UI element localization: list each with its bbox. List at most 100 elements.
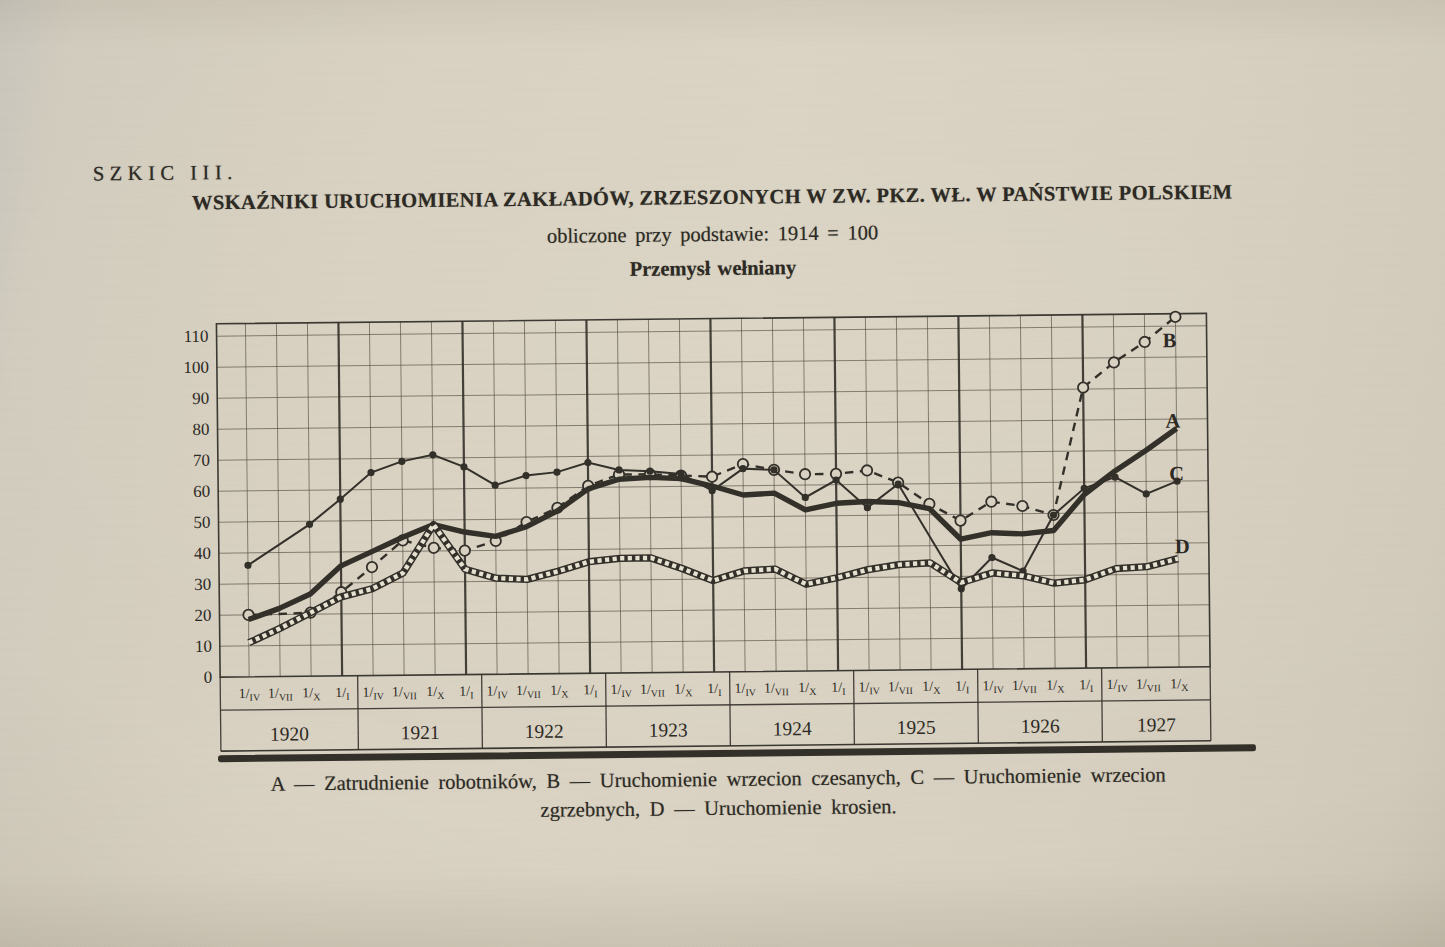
series-B-marker <box>1170 312 1181 323</box>
x-tick-label: 1/I <box>459 684 473 701</box>
series-B-marker <box>862 465 873 476</box>
year-label: 1924 <box>773 718 812 739</box>
series-C-marker <box>553 468 560 475</box>
x-tick-label: 1/VII <box>1136 676 1161 693</box>
v-gridline <box>1051 315 1055 668</box>
v-gridline <box>617 320 621 673</box>
x-tick-label: 1/IV <box>610 682 632 699</box>
series-B-marker <box>1109 357 1120 368</box>
v-gridline <box>307 323 311 676</box>
x-tick-label: 1/I <box>335 685 349 702</box>
year-gridline <box>462 321 466 674</box>
year-gridline <box>586 320 590 673</box>
y-tick-label: 90 <box>192 389 209 408</box>
strip-right-border <box>1210 667 1211 741</box>
x-tick-label: 1/IV <box>363 684 385 701</box>
grid <box>216 313 1210 677</box>
x-tick-label: 1/I <box>1079 677 1093 694</box>
x-tick-label: 1/IV <box>734 681 756 698</box>
v-gridline <box>493 321 497 674</box>
x-tick-labels: 1/IV 1/VII 1/X 1/I 1/IV 1/VII 1/X 1/I 1/IV 1/VII 1… <box>239 676 1190 703</box>
v-gridline <box>927 316 931 669</box>
series-B-marker <box>1139 337 1150 348</box>
page-content: SZKIC III. WSKAŹNIKI URUCHOMIENIA ZAKŁAD… <box>0 0 1445 947</box>
year-label: 1922 <box>525 721 564 742</box>
x-tick-label: 1/X <box>302 685 321 702</box>
year-divider <box>606 673 607 747</box>
year-label: 1927 <box>1137 714 1176 735</box>
year-divider <box>1102 668 1103 742</box>
year-label: 1926 <box>1021 715 1060 736</box>
x-tick-label: 1/X <box>1046 677 1065 694</box>
y-tick-label: 110 <box>184 327 209 346</box>
x-tick-label: 1/VII <box>764 680 789 697</box>
v-gridline <box>648 319 652 672</box>
series-B-marker <box>955 515 966 526</box>
x-tick-label: 1/I <box>707 681 721 698</box>
y-tick-label: 40 <box>194 544 211 563</box>
x-tick-label: 1/I <box>831 680 845 697</box>
y-tick-labels: 0102030405060708090100110 <box>183 327 212 687</box>
v-gridline <box>896 317 900 670</box>
year-labels: 19201921192219231924192519261927 <box>270 714 1176 744</box>
year-divider <box>358 676 359 750</box>
x-tick-label: 1/IV <box>858 679 880 696</box>
x-tick-label: 1/X <box>1170 676 1189 693</box>
x-tick-label: 1/VII <box>392 684 417 701</box>
y-tick-label: 30 <box>194 575 211 594</box>
series-B-marker <box>986 496 997 507</box>
series-B-marker <box>800 469 811 480</box>
series-B-marker <box>367 562 378 573</box>
x-tick-label: 1/IV <box>486 683 508 700</box>
series-label-C: C <box>1169 462 1184 484</box>
series-B-marker <box>1078 382 1089 393</box>
axis-strips <box>220 667 1211 751</box>
series-label-A: A <box>1165 410 1180 432</box>
x-tick-label: 1/VII <box>640 682 665 699</box>
x-tick-label: 1/X <box>922 679 941 696</box>
v-gridline <box>1020 315 1024 668</box>
v-gridline <box>369 322 373 675</box>
x-tick-label: 1/X <box>798 680 817 697</box>
series-C-marker <box>1143 490 1150 497</box>
series-B-marker <box>429 543 440 554</box>
v-gridline <box>679 319 683 672</box>
y-tick-label: 0 <box>204 668 213 687</box>
x-tick-label: 1/IV <box>239 686 261 703</box>
v-gridline <box>431 322 435 675</box>
x-tick-label: 1/IV <box>1106 677 1128 694</box>
x-tick-label: 1/I <box>583 682 597 699</box>
year-label: 1920 <box>270 723 309 744</box>
series-B-marker <box>460 545 471 556</box>
series-B-marker <box>1017 501 1028 512</box>
x-tick-label: 1/X <box>674 681 693 698</box>
series-C-marker <box>429 451 436 458</box>
page: SZKIC III. WSKAŹNIKI URUCHOMIENIA ZAKŁAD… <box>0 0 1445 947</box>
year-gridline <box>834 317 838 670</box>
year-label: 1925 <box>897 717 936 738</box>
v-gridline <box>1175 314 1179 667</box>
strip-left-border <box>220 677 221 751</box>
year-divider <box>482 674 483 748</box>
series-label-D: D <box>1175 535 1190 557</box>
year-gridline <box>710 319 714 672</box>
series-B-marker <box>707 471 718 482</box>
v-gridline <box>865 317 869 670</box>
v-gridline <box>245 323 249 676</box>
series-C-marker <box>584 459 591 466</box>
y-tick-label: 100 <box>183 358 209 377</box>
v-gridline <box>555 320 559 673</box>
year-divider <box>730 672 731 746</box>
y-tick-label: 10 <box>195 637 212 656</box>
y-tick-label: 70 <box>193 451 210 470</box>
y-tick-label: 50 <box>193 513 210 532</box>
x-tick-label: 1/VII <box>268 685 293 702</box>
series-C-marker <box>398 458 405 465</box>
y-tick-label: 60 <box>193 482 210 501</box>
series-C-marker <box>522 472 529 479</box>
year-divider <box>854 671 855 745</box>
x-tick-label: 1/VII <box>1012 678 1037 695</box>
v-gridline <box>989 316 993 669</box>
bottom-rule <box>218 744 1256 762</box>
year-gridline <box>958 316 962 669</box>
